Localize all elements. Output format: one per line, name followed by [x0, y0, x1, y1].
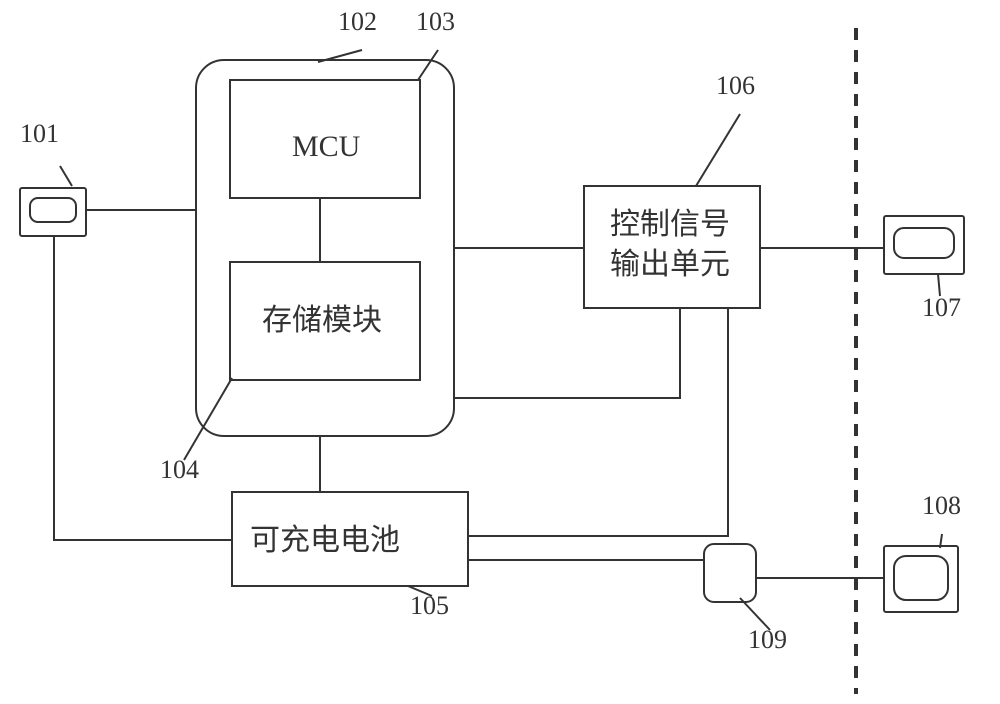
connection-line: [468, 308, 728, 536]
leader-line: [184, 378, 232, 460]
node-106-line2: 输出单元: [610, 248, 730, 281]
node-105-text: 可充电电池: [250, 524, 400, 557]
connection-line: [454, 308, 680, 398]
node-106-box: [584, 186, 760, 308]
node-101-inner: [30, 198, 76, 222]
label-102: 102: [338, 7, 377, 36]
label-104: 104: [160, 455, 199, 484]
node-104-text: 存储模块: [262, 304, 382, 337]
connection-line: [54, 236, 232, 540]
node-107-inner: [894, 228, 954, 258]
node-108-inner: [894, 556, 948, 600]
label-leaders: [60, 50, 942, 630]
leader-line: [60, 166, 72, 186]
label-108: 108: [922, 491, 961, 520]
node-109-box: [704, 544, 756, 602]
label-101: 101: [20, 119, 59, 148]
label-105: 105: [410, 591, 449, 620]
label-103: 103: [416, 7, 455, 36]
label-107: 107: [922, 293, 961, 322]
label-109: 109: [748, 625, 787, 654]
node-103-text: MCU: [292, 130, 361, 163]
node-107-outer: [884, 216, 964, 274]
leader-line: [696, 114, 740, 186]
leader-line: [418, 50, 438, 80]
block-diagram: MCU 存储模块 可充电电池 控制信号 输出单元 101 102 103 104…: [0, 0, 1000, 704]
label-106: 106: [716, 71, 755, 100]
node-106-line1: 控制信号: [610, 208, 730, 241]
node-106-text: 控制信号 输出单元: [610, 208, 738, 281]
